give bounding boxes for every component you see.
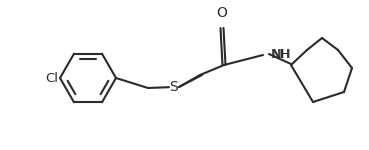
Text: Cl: Cl [45, 72, 58, 84]
Text: O: O [217, 6, 227, 20]
Text: S: S [170, 80, 178, 94]
Text: NH: NH [272, 48, 292, 62]
Text: NH: NH [271, 48, 291, 62]
